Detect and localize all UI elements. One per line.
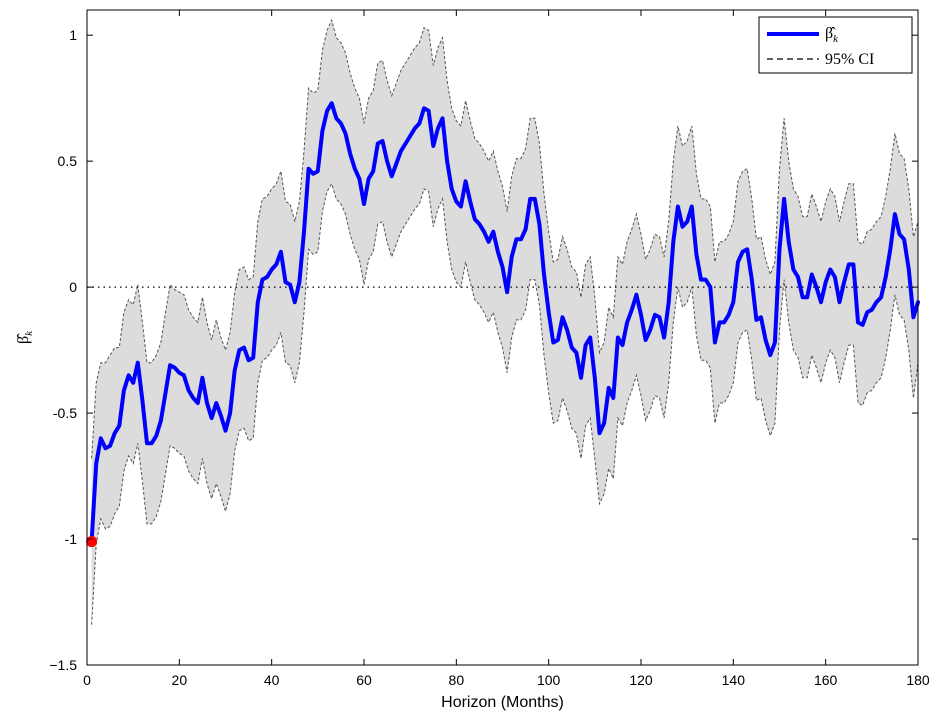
y-axis-label: β̂k xyxy=(15,330,35,344)
legend-label-ci: 95% CI xyxy=(825,51,874,68)
x-tick-label: 160 xyxy=(814,672,838,688)
plot-frame xyxy=(86,9,919,666)
legend-box xyxy=(758,16,913,74)
beta-series-line xyxy=(89,101,920,544)
x-tick-label: 80 xyxy=(449,672,465,688)
x-tick-label: 60 xyxy=(356,672,372,688)
x-tick-label: 100 xyxy=(537,672,561,688)
legend-label-beta: β̂k xyxy=(825,25,839,45)
highlight-point xyxy=(86,536,98,548)
ci-band-fill xyxy=(91,20,919,625)
series-line-layer xyxy=(89,101,920,544)
y-tick-label: -0.5 xyxy=(53,405,77,421)
x-tick-label: 40 xyxy=(264,672,280,688)
y-tick-label: 0 xyxy=(69,279,77,295)
x-tick-label: 0 xyxy=(83,672,91,688)
legend-label-beta-main: β̂ xyxy=(825,25,836,42)
x-tick-label: 140 xyxy=(722,672,746,688)
y-axis-label-subscript: k xyxy=(23,330,35,336)
y-tick-label: 0.5 xyxy=(58,153,78,169)
highlight-point-layer xyxy=(86,536,98,548)
x-tick-label: 20 xyxy=(172,672,188,688)
x-tick-label: 180 xyxy=(906,672,930,688)
y-axis-ticks: −1.5 -1 -0.5 0 0.5 1 xyxy=(49,27,918,673)
x-axis-label: Horizon (Months) xyxy=(441,694,564,711)
x-tick-label: 120 xyxy=(629,672,653,688)
y-axis-label-main: β̂ xyxy=(15,333,32,344)
ci-band-layer xyxy=(91,18,919,625)
y-tick-label: -1 xyxy=(65,531,78,547)
y-tick-label: −1.5 xyxy=(49,657,77,673)
y-tick-label: 1 xyxy=(69,27,77,43)
legend: β̂k 95% CI xyxy=(758,16,913,74)
legend-label-beta-subscript: k xyxy=(833,33,839,45)
x-axis-ticks: 0 20 40 60 80 100 120 140 160 180 xyxy=(83,10,930,688)
